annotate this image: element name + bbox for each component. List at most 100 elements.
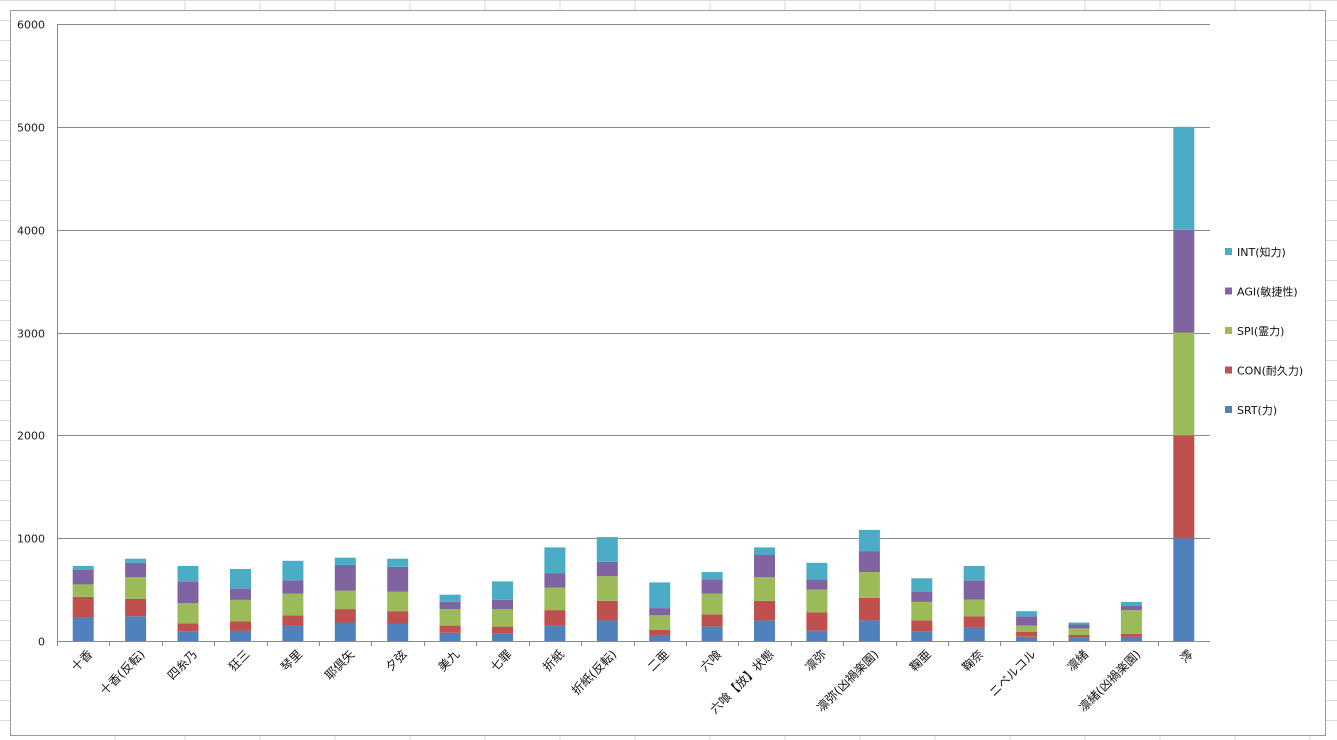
legend-label-1: CON(耐久力) bbox=[1237, 365, 1303, 378]
legend: INT(知力) AGI(敏捷性) SPI(霊力) CON(耐久力) SRT(力) bbox=[1225, 245, 1303, 417]
category-label-7: 美九 bbox=[435, 647, 462, 674]
bar-segment-1-1 bbox=[125, 598, 147, 617]
bar-segment-5-2 bbox=[334, 590, 356, 610]
bar-segment-5-1 bbox=[334, 609, 356, 623]
category-label-3: 狂三 bbox=[226, 647, 253, 674]
category-label-6: 夕弦 bbox=[382, 647, 410, 675]
legend-swatch-0 bbox=[1225, 406, 1232, 413]
bar-segment-2-4 bbox=[177, 565, 199, 582]
bar-segment-19-0 bbox=[1068, 637, 1090, 641]
bar-segment-9-2 bbox=[544, 587, 566, 611]
bar-segment-1-2 bbox=[125, 577, 147, 599]
category-label-11: 二亜 bbox=[645, 647, 672, 674]
bar-segment-3-0 bbox=[230, 630, 251, 641]
bar-segment-4-2 bbox=[282, 593, 304, 616]
bar-segment-10-1 bbox=[596, 600, 618, 621]
bar-segment-18-0 bbox=[1016, 636, 1038, 641]
bar-segment-17-4 bbox=[963, 565, 985, 581]
bar-segment-14-3 bbox=[806, 579, 828, 590]
bar-segment-21-1 bbox=[1173, 435, 1195, 539]
category-label-18: ニベルコル bbox=[987, 647, 1039, 699]
bar-segment-20-0 bbox=[1120, 636, 1142, 641]
y-axis: 0 1000 2000 3000 4000 5000 6000 bbox=[17, 19, 58, 649]
bar-segment-15-0 bbox=[858, 620, 880, 641]
bar-segment-17-2 bbox=[963, 599, 985, 617]
bar-segment-7-4 bbox=[439, 594, 461, 602]
bar-segment-5-3 bbox=[334, 564, 356, 591]
bar-segment-10-3 bbox=[596, 561, 618, 577]
bar-segment-3-3 bbox=[230, 588, 251, 600]
bar-segment-7-1 bbox=[439, 625, 461, 633]
category-label-16: 鞠亜 bbox=[907, 647, 934, 674]
bar-segment-17-1 bbox=[963, 616, 985, 628]
category-label-1: 十香(反転) bbox=[97, 647, 147, 697]
bar-segment-13-4 bbox=[754, 547, 775, 555]
category-label-19: 凛緒 bbox=[1064, 647, 1092, 675]
legend-swatch-2 bbox=[1225, 327, 1232, 334]
legend-swatch-3 bbox=[1225, 287, 1232, 295]
bar-segment-16-1 bbox=[911, 620, 933, 632]
bar-segment-6-2 bbox=[387, 591, 409, 612]
bar-segment-9-3 bbox=[544, 573, 566, 588]
category-label-12: 六喰 bbox=[697, 647, 725, 675]
bar-segment-13-0 bbox=[754, 620, 775, 641]
bar-segment-13-1 bbox=[754, 600, 775, 621]
legend-label-3: AGI(敏捷性) bbox=[1237, 285, 1298, 299]
bar-segment-12-3 bbox=[701, 579, 723, 594]
bar-segment-12-0 bbox=[701, 626, 723, 641]
bar-segment-4-4 bbox=[282, 560, 304, 581]
bar-segment-3-2 bbox=[230, 599, 251, 622]
bar-segment-0-0 bbox=[72, 617, 94, 641]
bar-segment-2-1 bbox=[177, 623, 199, 632]
bar-segment-17-3 bbox=[963, 580, 985, 600]
bar-segment-20-3 bbox=[1120, 606, 1142, 611]
bar-segment-3-4 bbox=[230, 569, 251, 589]
bar-segment-6-4 bbox=[387, 558, 409, 567]
bar-segment-14-4 bbox=[806, 562, 828, 580]
y-tick-label-3000: 3000 bbox=[17, 328, 45, 341]
bar-segment-13-2 bbox=[754, 577, 775, 601]
bar-segment-6-3 bbox=[387, 567, 409, 592]
bar-segment-7-3 bbox=[439, 601, 461, 610]
legend-label-0: SRT(力) bbox=[1237, 404, 1277, 417]
bar-segment-15-1 bbox=[858, 597, 880, 621]
y-tick-label-1000: 1000 bbox=[17, 533, 45, 546]
bar-segment-8-2 bbox=[492, 609, 513, 627]
bar-segment-4-1 bbox=[282, 615, 304, 626]
y-tick-label-2000: 2000 bbox=[17, 430, 45, 443]
legend-swatch-4 bbox=[1225, 248, 1232, 255]
category-label-17: 鞠奈 bbox=[959, 647, 986, 674]
y-tick-label-6000: 6000 bbox=[17, 19, 45, 32]
bar-segment-13-3 bbox=[754, 554, 775, 578]
bar-segment-21-0 bbox=[1173, 538, 1195, 641]
y-tick-label-4000: 4000 bbox=[17, 225, 45, 238]
bar-segment-8-1 bbox=[492, 626, 513, 634]
bar-segment-0-3 bbox=[72, 570, 94, 585]
legend-label-4: INT(知力) bbox=[1237, 245, 1286, 259]
bar-segment-2-2 bbox=[177, 603, 199, 624]
bar-segment-18-4 bbox=[1016, 611, 1038, 617]
bar-segment-1-3 bbox=[125, 562, 147, 578]
x-axis: 十香 十香(反転) 四糸乃 狂三 琴里 耶倶矢 夕弦 美九 七罪 折紙 折紙(反転) 二亜 六喰六喰【放… bbox=[57, 641, 1210, 717]
bar-segment-12-1 bbox=[701, 614, 723, 627]
bar-segment-7-0 bbox=[439, 632, 461, 641]
bar-segment-8-0 bbox=[492, 633, 513, 641]
bar-segment-12-4 bbox=[701, 572, 723, 580]
bar-segment-21-3 bbox=[1173, 229, 1195, 333]
bar-segment-15-4 bbox=[858, 529, 880, 552]
bar-segment-20-4 bbox=[1120, 601, 1142, 606]
bar-segment-18-1 bbox=[1016, 631, 1038, 637]
bar-segment-20-1 bbox=[1120, 633, 1142, 637]
bar-group bbox=[72, 126, 1195, 641]
bar-segment-0-4 bbox=[72, 565, 94, 570]
bar-segment-19-4 bbox=[1068, 622, 1090, 625]
y-tick-label-0: 0 bbox=[38, 636, 45, 649]
bar-segment-20-2 bbox=[1120, 610, 1142, 634]
bar-segment-15-2 bbox=[858, 572, 880, 598]
bar-segment-4-0 bbox=[282, 625, 304, 641]
bar-segment-11-0 bbox=[649, 635, 671, 641]
category-label-2: 四糸乃 bbox=[165, 647, 200, 682]
legend-label-2: SPI(霊力) bbox=[1237, 325, 1284, 338]
bar-segment-16-0 bbox=[911, 631, 933, 641]
